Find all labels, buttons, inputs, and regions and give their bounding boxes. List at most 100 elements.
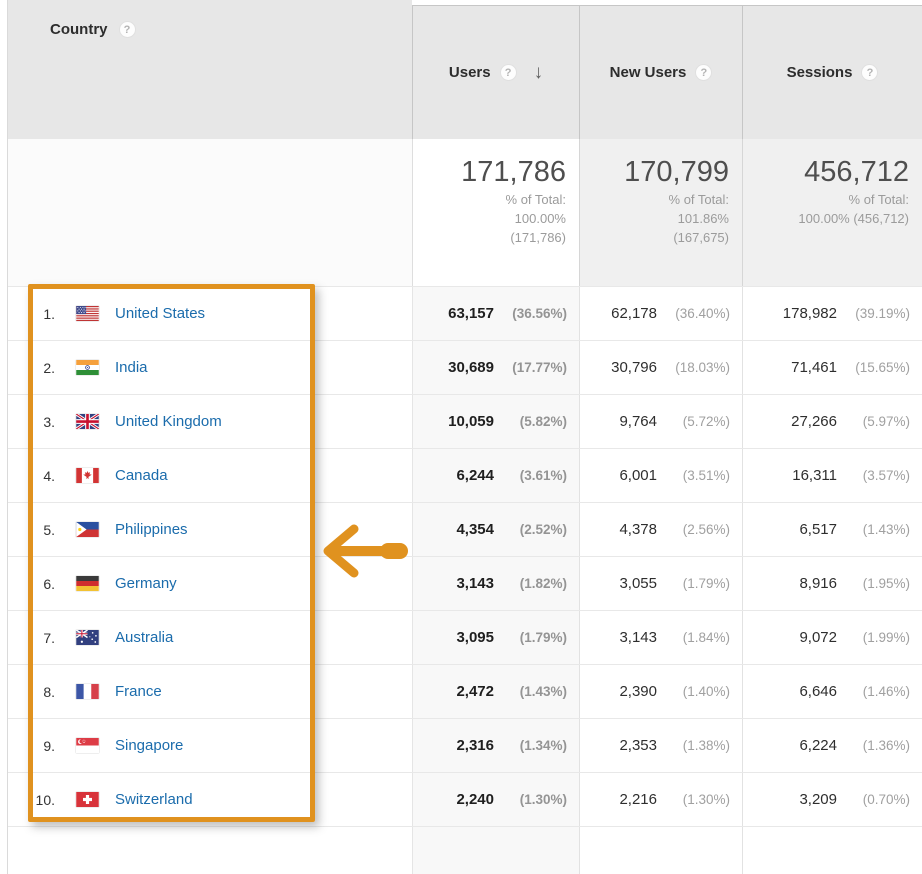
- users-percent: (5.82%): [519, 414, 567, 429]
- flag-india-icon: [76, 360, 99, 375]
- country-link[interactable]: Canada: [115, 467, 168, 484]
- row-rank: 9.: [43, 737, 55, 754]
- sessions-cell: 71,461 (15.65%): [742, 341, 922, 394]
- column-header-sessions[interactable]: Sessions ?: [742, 5, 922, 139]
- country-link[interactable]: Switzerland: [115, 791, 193, 808]
- new-users-percent: (18.03%): [675, 360, 730, 375]
- users-cell: 10,059 (5.82%): [412, 395, 579, 448]
- table-row: 9. Singapore 2,316 (1.34%) 2,353 (1.38%)…: [8, 718, 922, 772]
- totals-new-users-value: 170,799: [624, 156, 729, 188]
- new-users-value: 3,143: [619, 629, 657, 646]
- flag-canada-icon: [76, 468, 99, 483]
- sessions-percent: (1.95%): [862, 576, 910, 591]
- users-percent: (1.34%): [519, 738, 567, 753]
- sessions-percent: (1.99%): [862, 630, 910, 645]
- users-cell: 4,354 (2.52%): [412, 503, 579, 556]
- new-users-percent: (1.30%): [682, 792, 730, 807]
- users-percent: (36.56%): [512, 306, 567, 321]
- country-link[interactable]: Australia: [115, 629, 174, 646]
- totals-new-users-subline: 101.86%: [677, 211, 729, 226]
- sessions-percent: (15.65%): [855, 360, 910, 375]
- country-link[interactable]: Singapore: [115, 737, 184, 754]
- users-percent: (17.77%): [512, 360, 567, 375]
- column-header-new-users[interactable]: New Users ?: [579, 5, 742, 139]
- flag-australia-icon: [76, 630, 99, 645]
- sessions-percent: (1.36%): [862, 738, 910, 753]
- sessions-cell: 8,916 (1.95%): [742, 557, 922, 610]
- new-users-cell: 2,353 (1.38%): [579, 719, 742, 772]
- totals-users-subline: % of Total:: [505, 192, 566, 207]
- sessions-value: 16,311: [792, 467, 837, 484]
- users-value: 10,059: [448, 413, 494, 430]
- table-row: 5. Philippines 4,354 (2.52%) 4,378 (2.56…: [8, 502, 922, 556]
- sessions-value: 9,072: [799, 629, 837, 646]
- totals-users-value: 171,786: [461, 156, 566, 188]
- table-left-border: [7, 0, 8, 874]
- new-users-header-label: New Users: [609, 64, 687, 81]
- users-value: 3,095: [456, 629, 494, 646]
- sessions-value: 71,461: [791, 359, 837, 376]
- new-users-percent: (36.40%): [675, 306, 730, 321]
- new-users-cell: 3,055 (1.79%): [579, 557, 742, 610]
- country-link[interactable]: United States: [115, 305, 206, 322]
- new-users-value: 4,378: [619, 521, 657, 538]
- new-users-cell: 9,764 (5.72%): [579, 395, 742, 448]
- help-icon[interactable]: ?: [861, 64, 879, 81]
- row-rank: 6.: [43, 575, 55, 592]
- country-link[interactable]: United Kingdom: [115, 413, 222, 430]
- country-cell: 3. United Kingdom: [8, 395, 412, 448]
- new-users-cell: 3,143 (1.84%): [579, 611, 742, 664]
- users-cell: 2,472 (1.43%): [412, 665, 579, 718]
- table-row: 3. United Kingdom 10,059 (5.82%) 9,764 (…: [8, 394, 922, 448]
- row-rank: 4.: [43, 467, 55, 484]
- help-icon[interactable]: ?: [118, 21, 136, 38]
- new-users-percent: (1.40%): [682, 684, 730, 699]
- sessions-cell: 3,209 (0.70%): [742, 773, 922, 826]
- sessions-cell: 27,266 (5.97%): [742, 395, 922, 448]
- country-cell: 9. Singapore: [8, 719, 412, 772]
- users-percent: (3.61%): [519, 468, 567, 483]
- new-users-percent: (1.84%): [682, 630, 730, 645]
- users-value: 6,244: [456, 467, 494, 484]
- users-percent: (1.79%): [519, 630, 567, 645]
- totals-users-subline: 100.00%: [514, 211, 566, 226]
- users-value: 3,143: [456, 575, 494, 592]
- totals-new-users-subline: (167,675): [673, 230, 729, 245]
- new-users-percent: (3.51%): [682, 468, 730, 483]
- new-users-value: 2,216: [619, 791, 657, 808]
- users-value: 2,472: [456, 683, 494, 700]
- help-icon[interactable]: ?: [695, 64, 713, 81]
- totals-sessions-value: 456,712: [804, 156, 909, 188]
- sessions-percent: (1.43%): [862, 522, 910, 537]
- users-cell: 2,240 (1.30%): [412, 773, 579, 826]
- flag-singapore-icon: [76, 738, 99, 753]
- sessions-cell: 6,224 (1.36%): [742, 719, 922, 772]
- flag-germany-icon: [76, 576, 99, 591]
- country-link[interactable]: France: [115, 683, 162, 700]
- sessions-value: 8,916: [799, 575, 837, 592]
- new-users-percent: (1.38%): [682, 738, 730, 753]
- sessions-value: 3,209: [799, 791, 837, 808]
- new-users-percent: (1.79%): [682, 576, 730, 591]
- new-users-cell: 30,796 (18.03%): [579, 341, 742, 394]
- country-link[interactable]: India: [115, 359, 148, 376]
- sessions-percent: (5.97%): [862, 414, 910, 429]
- country-link[interactable]: Germany: [115, 575, 177, 592]
- country-link[interactable]: Philippines: [115, 521, 188, 538]
- sort-descending-icon[interactable]: ↓: [533, 62, 544, 83]
- totals-users-subline: (171,786): [510, 230, 566, 245]
- new-users-cell: 2,216 (1.30%): [579, 773, 742, 826]
- row-rank: 10.: [35, 791, 55, 808]
- flag-united-kingdom-icon: [76, 414, 99, 429]
- row-rank: 8.: [43, 683, 55, 700]
- users-cell: 3,143 (1.82%): [412, 557, 579, 610]
- totals-sessions-cell: 456,712 % of Total: 100.00% (456,712): [742, 139, 922, 286]
- sessions-cell: 16,311 (3.57%): [742, 449, 922, 502]
- users-value: 63,157: [448, 305, 494, 322]
- help-icon[interactable]: ?: [499, 64, 517, 81]
- flag-switzerland-icon: [76, 792, 99, 807]
- new-users-value: 2,353: [619, 737, 657, 754]
- column-header-users[interactable]: Users ? ↓: [412, 5, 579, 139]
- table-row: 1. United States 63,157 (36.56%) 62,178 …: [8, 286, 922, 340]
